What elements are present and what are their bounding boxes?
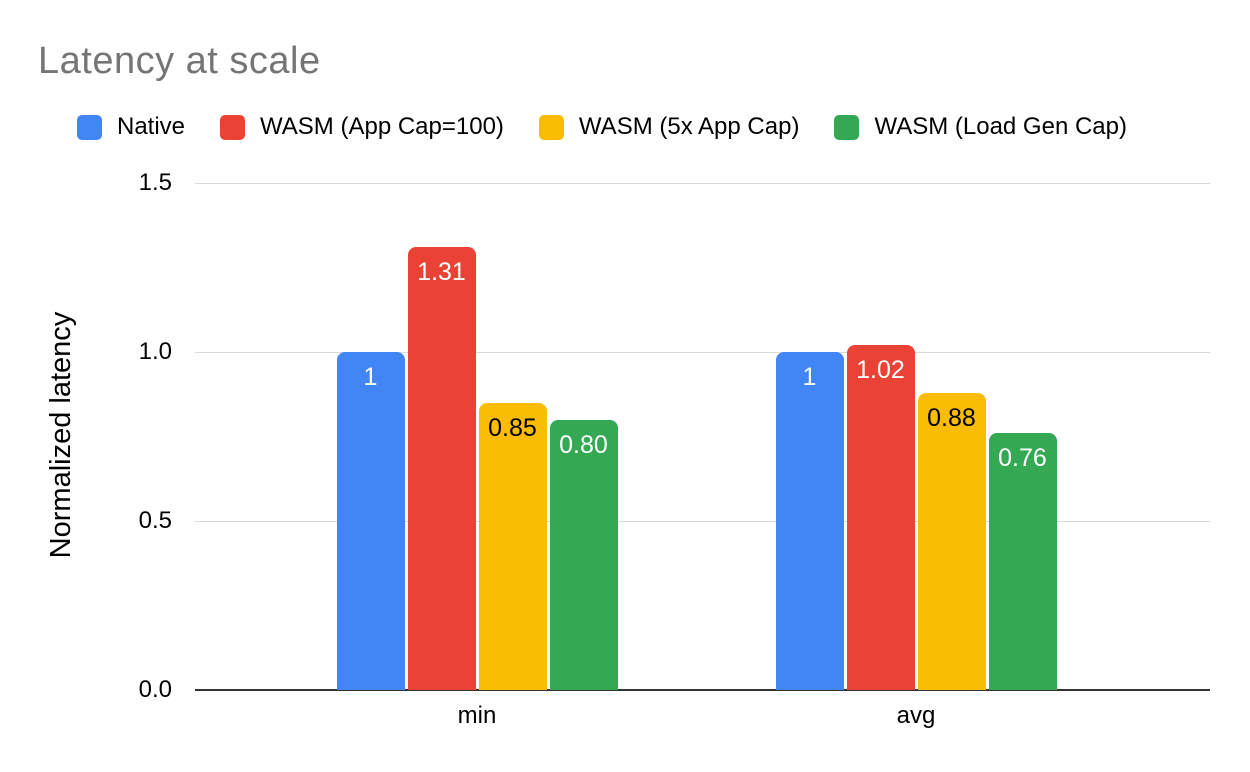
- legend-swatch-wasm-load-gen-cap: [834, 114, 860, 140]
- x-axis-label: min: [457, 702, 497, 729]
- legend-swatch-wasm-5x-app-cap: [538, 114, 564, 140]
- bar-avg-1: 1: [775, 352, 844, 690]
- chart-title: Latency at scale: [38, 40, 321, 82]
- legend-label-wasm-load-gen-cap: WASM (Load Gen Cap): [874, 113, 1127, 140]
- y-tick-label: 1.0: [138, 338, 172, 365]
- bar-avg-4: 0.76: [988, 433, 1057, 690]
- gridline-0.5: [195, 520, 1210, 522]
- bar-avg-3: 0.88: [917, 393, 986, 690]
- legend: Native WASM (App Cap=100) WASM (5x App C…: [77, 113, 1127, 141]
- y-tick-label: 1.5: [138, 169, 172, 196]
- y-tick-label: 0.5: [138, 507, 172, 534]
- y-axis-ticks: 0.0 0.5 1.0 1.5: [0, 169, 172, 703]
- legend-item-wasm-app-cap-100: WASM (App Cap=100): [220, 113, 504, 141]
- bar-min-2: 1.31: [407, 247, 476, 690]
- legend-item-wasm-load-gen-cap: WASM (Load Gen Cap): [834, 113, 1127, 141]
- bar-value-label: 1.31: [417, 258, 466, 286]
- bar-value-label: 0.88: [927, 404, 976, 432]
- bar-min-4: 0.80: [549, 420, 618, 690]
- x-axis-labels: min avg: [195, 702, 1210, 734]
- legend-label-wasm-5x-app-cap: WASM (5x App Cap): [578, 113, 800, 140]
- bar-value-label: 0.80: [559, 431, 608, 459]
- x-axis-label: avg: [896, 702, 936, 729]
- bar-value-label: 0.76: [998, 444, 1047, 472]
- bar-value-label: 1.02: [856, 356, 905, 384]
- legend-label-native: Native: [117, 113, 186, 140]
- bar-value-label: 1: [802, 363, 817, 391]
- legend-item-wasm-5x-app-cap: WASM (5x App Cap): [538, 113, 800, 141]
- legend-item-native: Native: [77, 113, 185, 141]
- bar-avg-2: 1.02: [846, 345, 915, 690]
- plot-area: 1 1.31 0.85 0.80 1 1.02 0.88 0.76: [195, 182, 1210, 691]
- gridline-1.0: [195, 351, 1210, 353]
- bar-min-3: 0.85: [478, 403, 547, 690]
- legend-swatch-wasm-app-cap-100: [220, 114, 246, 140]
- bar-value-label: 0.85: [488, 414, 537, 442]
- legend-label-wasm-app-cap-100: WASM (App Cap=100): [260, 113, 504, 140]
- bar-value-label: 1: [363, 363, 378, 391]
- bar-min-1: 1: [336, 352, 405, 690]
- legend-swatch-native: [77, 114, 102, 140]
- y-tick-label: 0.0: [138, 676, 172, 703]
- x-axis-line: [195, 689, 1210, 691]
- gridline-1.5: [195, 182, 1210, 184]
